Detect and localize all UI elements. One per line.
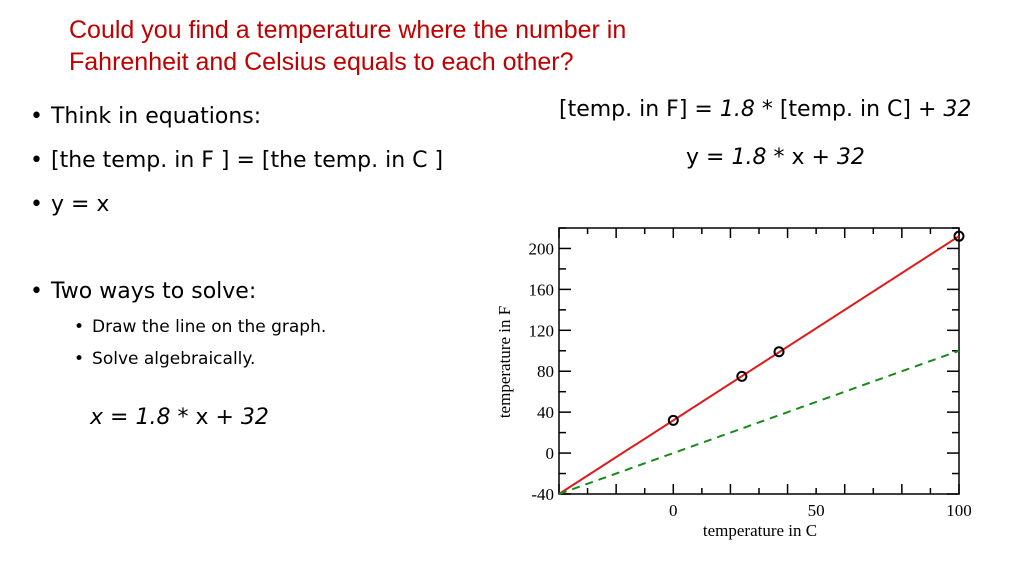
eq-left-mid: * x + xyxy=(170,405,241,430)
series-line-solid xyxy=(558,235,960,495)
sub-bullet-draw-line: Draw the line on the graph. xyxy=(74,317,326,337)
chart-points xyxy=(667,230,965,426)
bullet-y-equals-x: y = x xyxy=(30,192,109,217)
eq-r2-lhs: y = xyxy=(686,145,732,170)
y-tick-label: 80 xyxy=(537,362,554,381)
eq-left-const: 32 xyxy=(240,405,269,430)
x-tick-label: 0 xyxy=(669,501,678,520)
y-tick-label: 40 xyxy=(537,403,554,422)
chart-series xyxy=(558,235,960,495)
series-line-dashed xyxy=(558,349,960,495)
y-tick-label: 120 xyxy=(529,321,555,340)
x-tick-label: 50 xyxy=(808,501,825,520)
eq-r1-coef: 1.8 xyxy=(719,97,755,122)
y-axis-label: temperature in F xyxy=(495,306,514,418)
data-point xyxy=(773,346,785,358)
eq-r1-const: 32 xyxy=(943,97,972,122)
bullet-two-ways: Two ways to solve: xyxy=(30,279,256,304)
bullet-temp-equality: [the temp. in F ] = [the temp. in C ] xyxy=(30,148,443,173)
y-tick-label: 200 xyxy=(529,239,555,258)
data-point xyxy=(736,370,748,382)
equation-linear: y = 1.8 * x + 32 xyxy=(686,145,865,170)
bullet-think-equations: Think in equations: xyxy=(30,104,261,129)
x-axis-label: temperature in C xyxy=(703,521,817,540)
equation-solve: x = 1.8 * x + 32 xyxy=(90,405,269,430)
eq-r1-mid: * [temp. in C] + xyxy=(754,97,944,122)
axis-ticks xyxy=(558,227,960,495)
data-point xyxy=(953,230,965,242)
eq-r2-coef: 1.8 xyxy=(731,145,767,170)
eq-left-coef: 1.8 xyxy=(135,405,171,430)
title-line-1: Could you find a temperature where the n… xyxy=(69,16,627,44)
eq-r1-lhs: [temp. in F] = xyxy=(559,97,720,122)
equation-temp-conversion: [temp. in F] = 1.8 * [temp. in C] + 32 xyxy=(559,97,971,122)
x-tick-label: 100 xyxy=(946,501,972,520)
y-tick-label: 0 xyxy=(546,444,555,463)
y-tick-label: -40 xyxy=(531,485,554,504)
y-tick-label: 160 xyxy=(529,280,555,299)
eq-left-lhs: x = xyxy=(90,405,136,430)
title-line-2: Fahrenheit and Celsius equals to each ot… xyxy=(69,48,574,76)
eq-r2-mid: * x + xyxy=(766,145,837,170)
tick-labels: 0 50 100 -40 0 40 80 120 160 200 xyxy=(529,239,972,520)
sub-bullet-solve-algebraically: Solve algebraically. xyxy=(74,349,255,369)
plot-frame xyxy=(558,227,960,495)
slide-title: Could you find a temperature where the n… xyxy=(69,14,789,78)
data-point xyxy=(667,414,679,426)
eq-r2-const: 32 xyxy=(836,145,865,170)
